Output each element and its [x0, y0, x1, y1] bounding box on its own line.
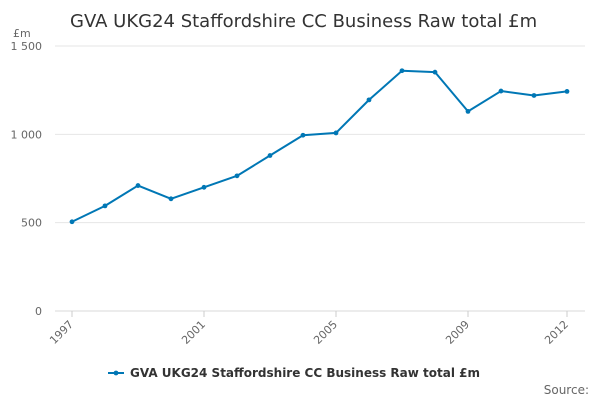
data-point: [102, 203, 108, 209]
x-tick-label: 1997: [47, 318, 76, 347]
y-tick-label: 1 000: [11, 128, 43, 141]
x-tick-label: 2012: [542, 318, 571, 347]
x-tick-label: 2005: [311, 318, 340, 347]
y-tick-label: 500: [21, 217, 42, 230]
x-tick-label: 2001: [179, 318, 208, 347]
legend-point-marker: [113, 370, 119, 376]
data-point: [234, 173, 240, 179]
grid-layer: [55, 45, 585, 312]
data-point: [201, 184, 207, 190]
data-point: [564, 89, 570, 94]
data-point: [366, 97, 372, 103]
data-point: [465, 108, 471, 114]
x-tick-layer: 1997 2001 2005 2009 2012: [47, 311, 571, 347]
y-axis-unit-label: £m: [13, 27, 31, 40]
data-point: [168, 196, 174, 202]
chart-title: GVA UKG24 Staffordshire CC Business Raw …: [70, 11, 537, 32]
data-point: [135, 183, 141, 188]
series-line: [71, 69, 568, 223]
data-point: [531, 93, 537, 98]
source-label: Source:: [544, 383, 589, 397]
legend-label: GVA UKG24 Staffordshire CC Business Raw …: [130, 366, 480, 380]
data-point: [69, 219, 75, 225]
data-point: [498, 88, 504, 94]
y-tick-label: 1 500: [11, 40, 43, 53]
legend[interactable]: GVA UKG24 Staffordshire CC Business Raw …: [108, 366, 480, 380]
y-tick-layer: 0 500 1 000 1 500: [11, 40, 43, 318]
x-tick-label: 2009: [443, 318, 472, 347]
data-point: [399, 68, 405, 74]
data-point: [333, 130, 339, 136]
data-point: [267, 153, 273, 158]
series-layer: [69, 68, 570, 225]
y-tick-label: 0: [35, 305, 42, 318]
data-point: [432, 69, 438, 75]
data-point: [300, 132, 306, 138]
